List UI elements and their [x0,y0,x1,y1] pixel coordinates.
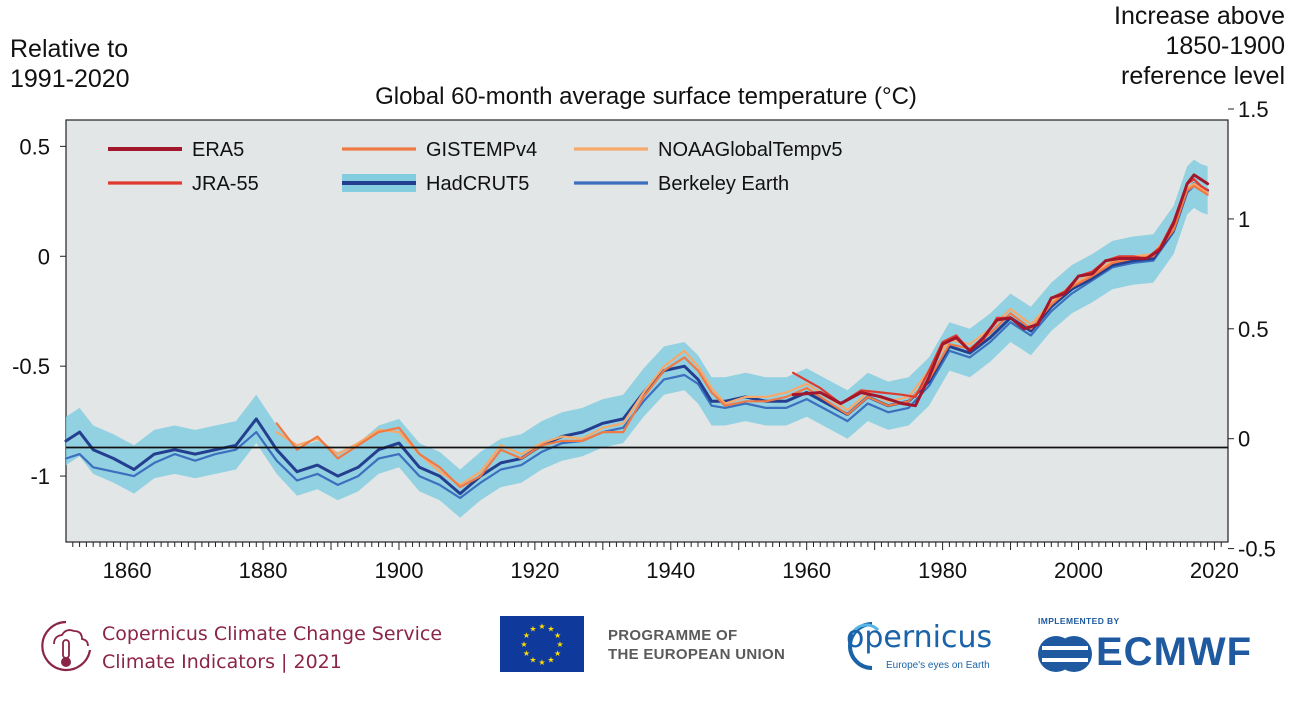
programme-of-eu: PROGRAMME OF THE EUROPEAN UNION [608,626,785,664]
y-right-tick-label: 0 [1238,427,1250,452]
c3s-title: Copernicus Climate Change Service [102,623,443,645]
eu-star-icon: ★ [523,631,530,640]
eu-star-icon: ★ [547,624,554,633]
eu-star-icon: ★ [538,658,545,667]
c3s-logo: Copernicus Climate Change Service Climat… [36,614,476,684]
axis-layer: 1860 1880 1900 1920 1940 1960 1980 2000 2020 0.5 0… [12,97,1276,583]
left-axis-label-line1: Relative to [10,35,128,63]
x-tick-label-1980: 1980 [918,558,967,583]
series-berkeley-earth [64,184,1209,500]
y-right-tick-label: 1 [1238,207,1250,232]
left-axis-label-line2: 1991-2020 [10,65,130,93]
series-layer [64,173,1210,500]
legend-label: GISTEMPv4 [426,139,537,161]
programme-line2: THE EUROPEAN UNION [608,646,786,663]
eu-star-icon: ★ [556,640,563,649]
y-right-tick-label: -0.5 [1238,537,1276,562]
x-tick-label-1940: 1940 [646,558,695,583]
chart-title: Global 60-month average surface temperat… [375,83,917,110]
legend-label: Berkeley Earth [658,173,789,195]
series-gistempv4 [275,184,1209,489]
ecmwf-logo: IMPLEMENTED BY ECMWF [1036,614,1266,684]
programme-line1: PROGRAMME OF [608,627,738,644]
eu-star-icon: ★ [547,656,554,665]
x-tick-label-2020: 2020 [1190,558,1239,583]
right-axis-label-line1: Increase above [1114,2,1285,30]
legend-label: NOAAGlobalTempv5 [658,139,843,161]
eu-star-icon: ★ [523,649,530,658]
footer-logos: Copernicus Climate Change Service Climat… [0,600,1299,710]
ecmwf-wordmark: ECMWF [1096,630,1253,674]
legend-item-gistempv4: GISTEMPv4 [342,139,537,161]
legend-label: JRA-55 [192,173,259,195]
x-tick-label-1900: 1900 [374,558,423,583]
eu-star-icon: ★ [529,656,536,665]
y-left-tick-label: -1 [30,464,50,489]
copernicus-logo: opernicus Europe's eyes on Earth [832,614,1002,684]
series-era5 [791,173,1210,408]
ecmwf-wave-icon [1038,636,1092,672]
axis-labels: Relative to 1991-2020 Increase above 185… [10,2,1285,110]
temperature-chart: Relative to 1991-2020 Increase above 185… [10,2,1285,583]
c3s-subtitle: Climate Indicators | 2021 [102,651,342,673]
copernicus-tagline: Europe's eyes on Earth [886,660,990,671]
y-right-tick-label: 0.5 [1238,317,1269,342]
legend-item-noaaglobaltempv5: NOAAGlobalTempv5 [574,139,843,161]
legend-label: ERA5 [192,139,244,161]
legend-label: HadCRUT5 [426,173,529,195]
x-tick-label-1860: 1860 [103,558,152,583]
y-left-tick-label: 0 [38,244,50,269]
y-right-tick-label: 1.5 [1238,97,1269,122]
eu-star-icon: ★ [529,624,536,633]
x-tick-label-1880: 1880 [239,558,288,583]
legend-item-jra-55: JRA-55 [108,173,259,195]
eu-flag-icon: ★ ★★★★★★★★★★★ [500,616,584,672]
y-left-tick-label: 0.5 [19,134,50,159]
legend-item-hadcrut5: HadCRUT5 [342,173,529,195]
eu-star-icon: ★ [554,631,561,640]
c3s-thermometer-icon [41,620,92,672]
eu-star-icon: ★ [554,649,561,658]
x-tick-label-1960: 1960 [782,558,831,583]
legend-item-era5: ERA5 [108,139,244,161]
legend: ERA5 JRA-55 GISTEMPv4 HadCRUT5 NOAAGlobalTem… [108,139,843,195]
legend-item-berkeley-earth: Berkeley Earth [574,173,789,195]
band-hadcrut5 [66,159,1208,518]
copernicus-wordmark: opernicus [846,620,993,655]
ecmwf-implemented-by: IMPLEMENTED BY [1038,616,1120,626]
eu-star-icon: ★ [520,640,527,649]
y-left-tick-label: -0.5 [12,354,50,379]
right-axis-label-line2: 1850-1900 [1165,32,1285,60]
x-tick-label-2000: 2000 [1054,558,1103,583]
eu-star-icon: ★ [538,622,545,631]
copernicus-c-icon [848,622,880,670]
right-axis-label-line3: reference level [1121,62,1285,90]
uncertainty-band-layer [66,159,1208,518]
x-tick-label-1920: 1920 [510,558,559,583]
